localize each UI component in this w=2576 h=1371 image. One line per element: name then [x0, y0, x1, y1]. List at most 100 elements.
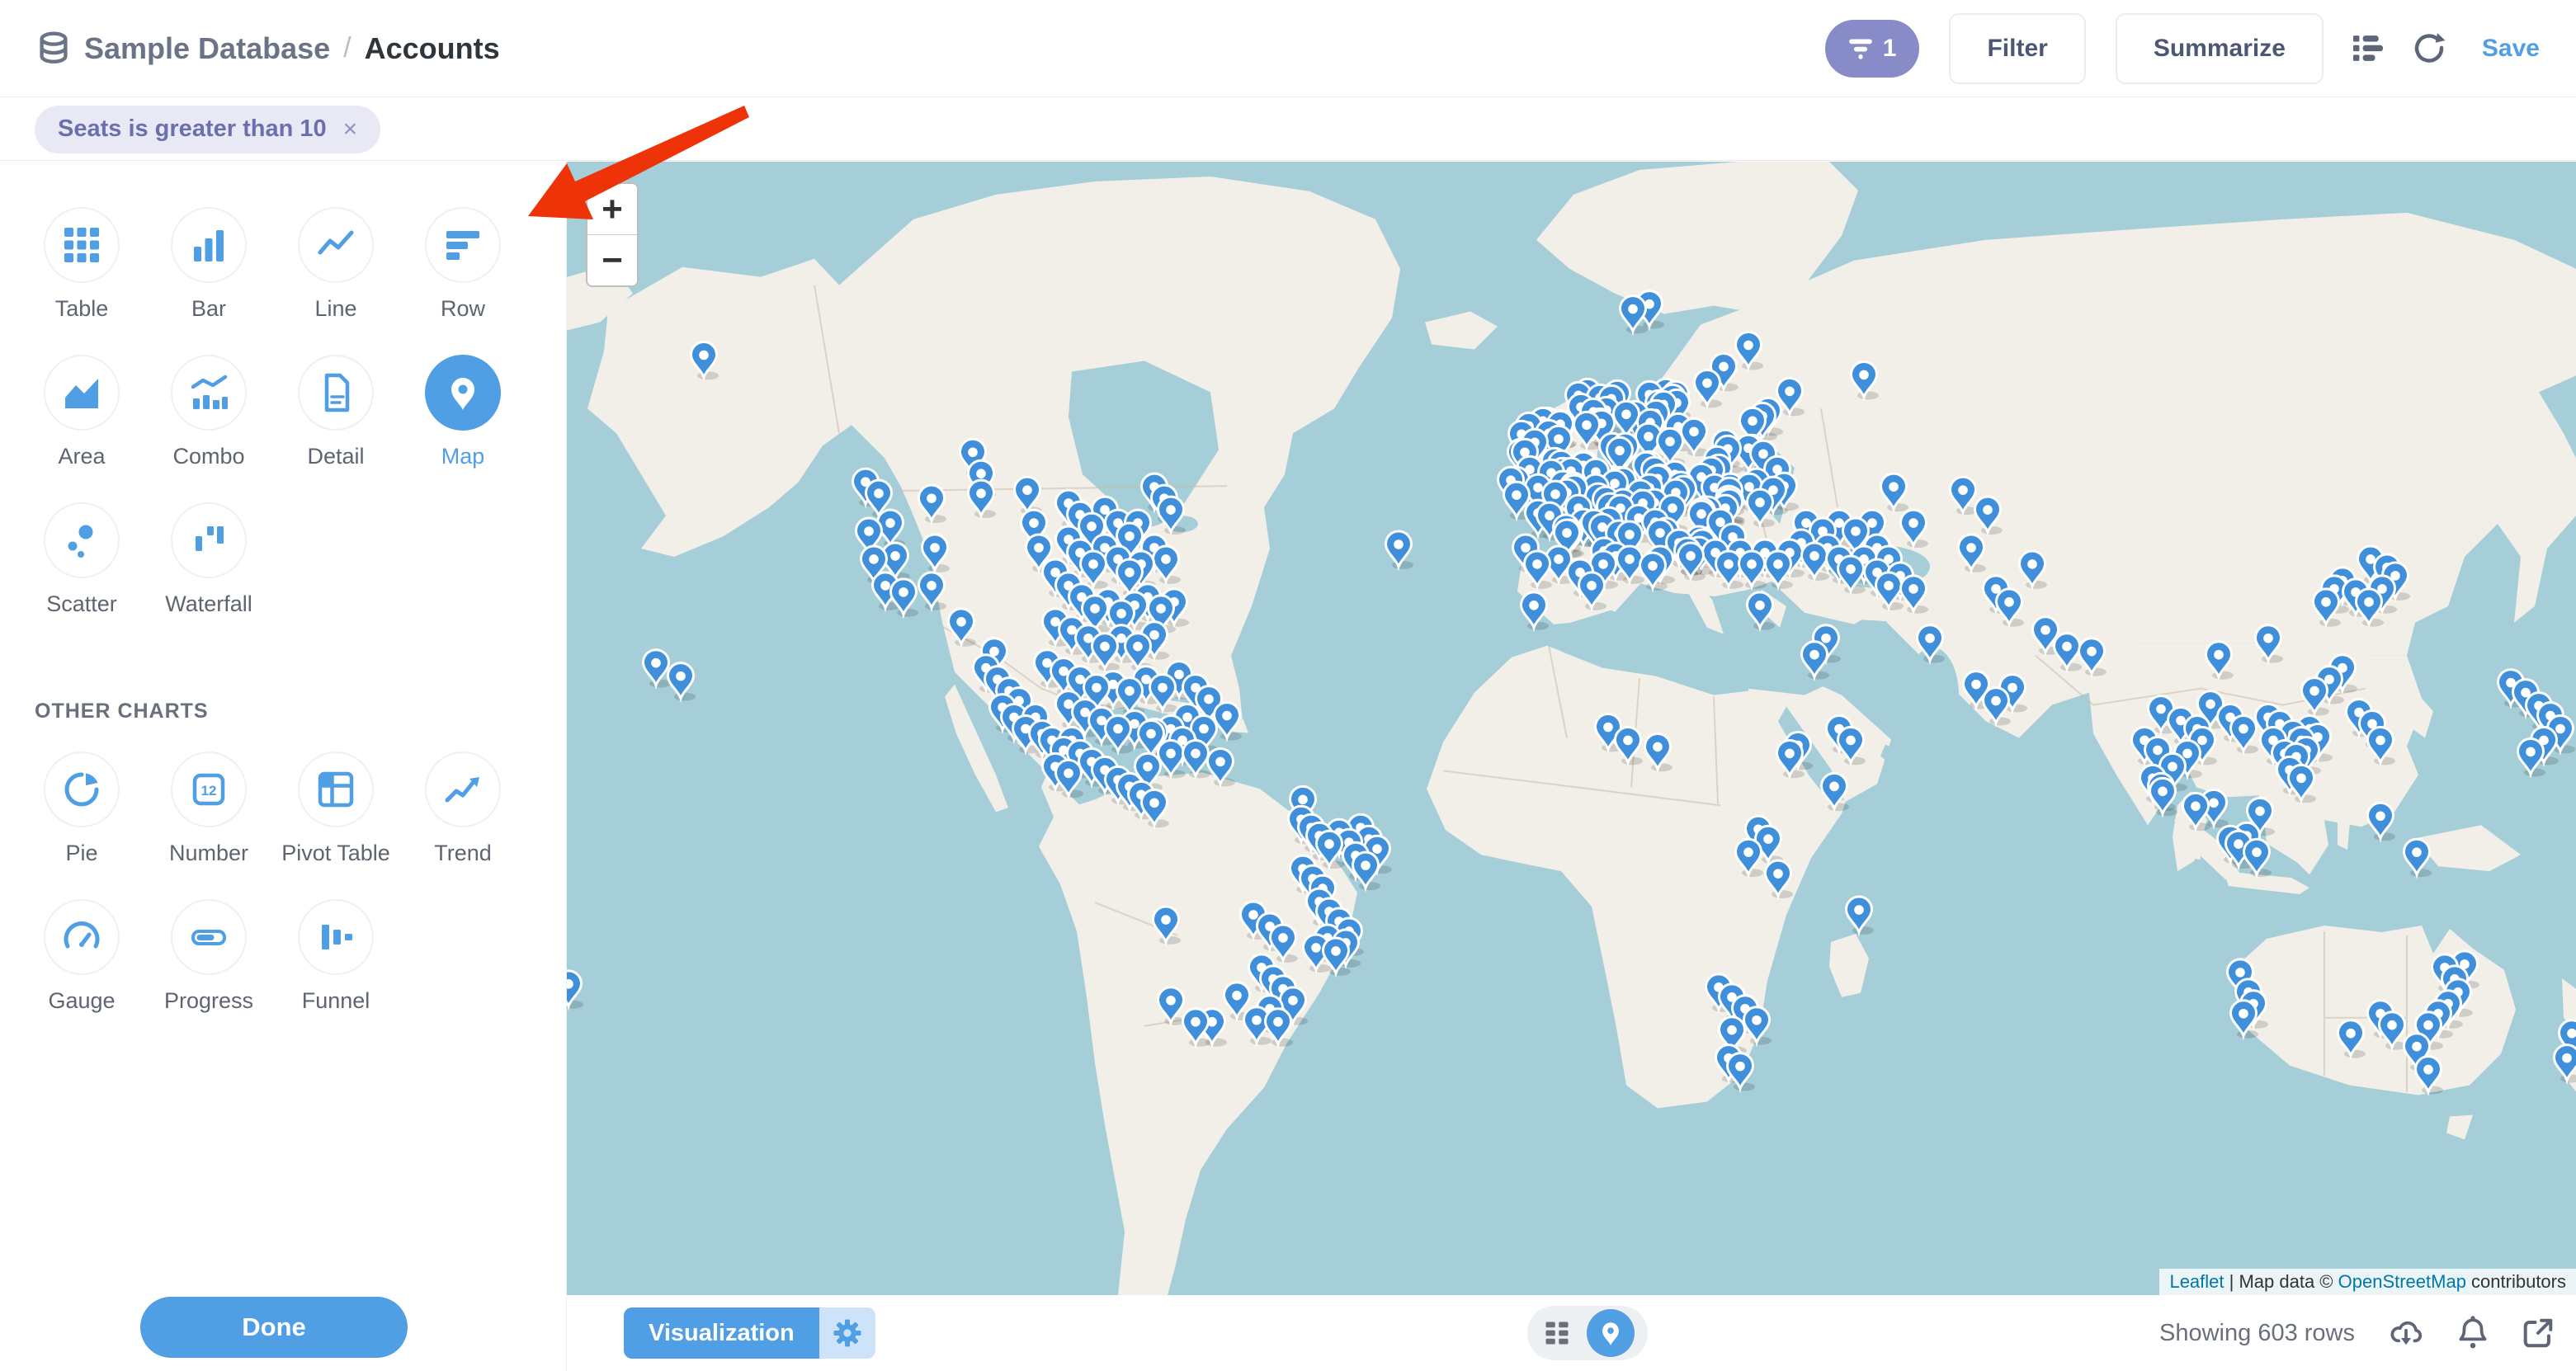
pie-icon [62, 770, 101, 809]
chart-circle [298, 751, 374, 827]
chart-label: Pie [65, 841, 98, 865]
chart-label: Pivot Table [281, 841, 390, 865]
chart-type-scatter[interactable]: Scatter [18, 502, 145, 617]
chart-type-gauge[interactable]: Gauge [18, 899, 145, 1014]
chart-type-waterfall[interactable]: Waterfall [145, 502, 272, 617]
chart-circle [171, 751, 247, 827]
visualization-button[interactable]: Visualization [624, 1307, 819, 1359]
map-attribution: Leaflet | Map data © OpenStreetMap contr… [2159, 1269, 2576, 1295]
toggle-map-view[interactable] [1587, 1309, 1635, 1357]
detail-icon [316, 373, 356, 412]
chart-circle [44, 355, 120, 431]
chart-type-bar[interactable]: Bar [145, 207, 272, 322]
chart-circle [171, 899, 247, 975]
remove-filter-icon[interactable]: × [342, 115, 358, 143]
trend-icon [443, 770, 483, 809]
chart-type-number[interactable]: Number [145, 751, 272, 866]
other-chart-grid: Pie Number Pivot Table Trend Gauge Progress Fu… [18, 751, 566, 1014]
bell-icon[interactable] [2457, 1316, 2489, 1350]
chart-label: Area [58, 444, 106, 469]
filter-count-pill[interactable]: 1 [1824, 19, 1920, 78]
chart-label: Trend [434, 841, 492, 865]
summarize-button[interactable]: Summarize [2115, 12, 2324, 84]
chart-type-area[interactable]: Area [18, 355, 145, 469]
chart-type-line[interactable]: Line [272, 207, 399, 322]
download-icon[interactable] [2388, 1317, 2424, 1349]
save-button[interactable]: Save [2481, 34, 2540, 62]
chart-circle [425, 207, 501, 283]
main-panel: + − Leaflet | Map data © OpenStreetMap c… [567, 162, 2576, 1371]
openstreetmap-link[interactable]: OpenStreetMap [2338, 1271, 2466, 1292]
map-icon [451, 378, 474, 410]
row-count: Showing 603 rows [2159, 1319, 2355, 1346]
active-filter-pill[interactable]: Seats is greater than 10 × [35, 105, 381, 153]
pivot-icon [316, 770, 356, 809]
attribution-tail: contributors [2465, 1271, 2566, 1292]
chart-type-pivot[interactable]: Pivot Table [272, 751, 399, 866]
notebook-icon[interactable] [2352, 35, 2383, 62]
chart-type-detail[interactable]: Detail [272, 355, 399, 469]
area-icon [65, 379, 98, 408]
chart-circle [298, 355, 374, 431]
chart-circle [298, 207, 374, 283]
funnel-icon [322, 925, 352, 949]
database-icon [36, 31, 71, 67]
chart-label: Progress [163, 988, 254, 1013]
progress-icon [191, 930, 226, 945]
chart-label: Table [54, 296, 109, 321]
chart-circle [171, 355, 247, 431]
chart-label: Bar [191, 296, 227, 321]
breadcrumb: Sample Database / Accounts [36, 31, 500, 67]
chart-type-map[interactable]: Map [399, 355, 526, 469]
zoom-in-button[interactable]: + [587, 184, 637, 235]
toggle-table-view[interactable] [1527, 1318, 1587, 1348]
chart-type-trend[interactable]: Trend [399, 751, 526, 866]
chart-type-progress[interactable]: Progress [145, 899, 272, 1014]
chart-circle [44, 899, 120, 975]
bottom-bar: Visualization Showing 603 rows [567, 1295, 2576, 1371]
chart-label: Detail [307, 444, 365, 469]
toolbar-actions: 1 Filter Summarize Save [1824, 12, 2540, 84]
chart-label: Number [168, 841, 249, 865]
chart-circle [425, 751, 501, 827]
chart-circle [44, 502, 120, 578]
zoom-out-button[interactable]: − [587, 235, 637, 285]
bar-icon [194, 230, 224, 261]
breadcrumb-database[interactable]: Sample Database [84, 31, 331, 65]
scatter-icon [68, 525, 93, 558]
chart-label: Line [314, 296, 357, 321]
gear-icon [833, 1319, 861, 1347]
filter-bar: Seats is greater than 10 × [0, 98, 2576, 161]
combo-icon [189, 373, 229, 412]
chart-label: Row [440, 296, 485, 321]
chart-circle [171, 207, 247, 283]
done-button[interactable]: Done [140, 1297, 408, 1358]
filter-funnel-icon [1848, 38, 1872, 59]
bottom-right-controls: Showing 603 rows [2159, 1295, 2555, 1371]
chart-label: Funnel [301, 988, 370, 1013]
chart-circle [44, 207, 120, 283]
chart-circle [44, 751, 120, 827]
leaflet-link[interactable]: Leaflet [2169, 1271, 2225, 1292]
visualization-button-group: Visualization [624, 1307, 875, 1359]
chart-type-pie[interactable]: Pie [18, 751, 145, 866]
chart-type-row[interactable]: Row [399, 207, 526, 322]
visualization-settings-button[interactable] [819, 1307, 875, 1359]
refresh-icon[interactable] [2413, 32, 2446, 65]
map-zoom-control: + − [586, 182, 639, 287]
table-map-toggle [1527, 1306, 1648, 1360]
chart-type-table[interactable]: Table [18, 207, 145, 322]
chart-label: Gauge [48, 988, 116, 1013]
world-map[interactable] [567, 162, 2576, 1295]
chart-circle [425, 355, 501, 431]
expand-icon[interactable] [2522, 1317, 2555, 1350]
chart-type-sidebar: Table Bar Line Row Area Combo Detail Map Scatter… [0, 162, 567, 1371]
map-visualization[interactable]: + − Leaflet | Map data © OpenStreetMap c… [567, 162, 2576, 1295]
chart-label: Scatter [46, 591, 117, 616]
content-region: Table Bar Line Row Area Combo Detail Map Scatter… [0, 162, 2576, 1371]
chart-type-funnel[interactable]: Funnel [272, 899, 399, 1014]
filter-count: 1 [1882, 34, 1897, 62]
filter-button[interactable]: Filter [1949, 12, 2086, 84]
chart-type-combo[interactable]: Combo [145, 355, 272, 469]
